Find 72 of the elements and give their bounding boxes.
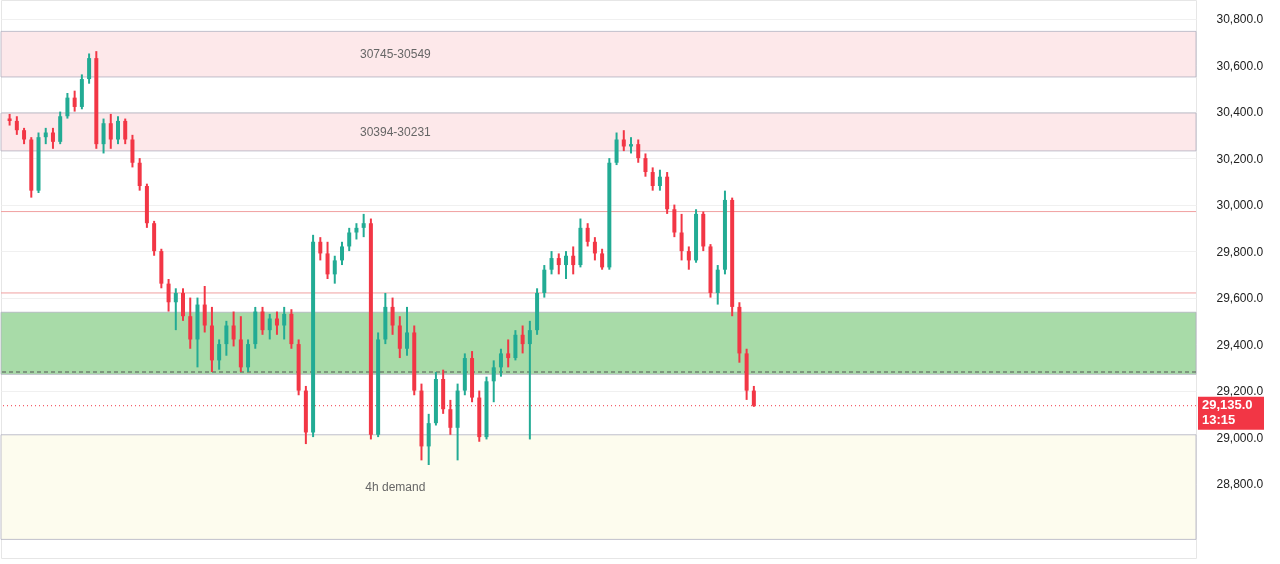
candlestick [513, 329, 518, 362]
candlestick [108, 112, 113, 150]
candlestick [650, 166, 655, 192]
band-label: 30394-30231 [359, 124, 432, 139]
candlestick [571, 245, 576, 276]
candlestick [339, 240, 344, 267]
candlestick [274, 310, 279, 336]
candlestick [527, 319, 532, 441]
candlestick [549, 250, 554, 276]
candlestick [397, 315, 402, 360]
candlestick [556, 252, 561, 276]
candlestick [657, 168, 662, 192]
candlestick [188, 296, 193, 350]
candlestick [506, 338, 511, 369]
candlestick [123, 117, 128, 146]
y-tick-label: 29,800.0 [1216, 244, 1264, 259]
candlestick [14, 115, 19, 136]
y-tick-label: 30,400.0 [1216, 105, 1264, 120]
candlestick [166, 278, 171, 313]
candlestick [65, 92, 70, 120]
candlestick [260, 305, 265, 336]
candlestick [217, 338, 222, 371]
candlestick [137, 157, 142, 192]
candlestick [282, 305, 287, 341]
candlestick [72, 89, 77, 113]
candlestick [679, 212, 684, 262]
y-tick-label: 30,600.0 [1216, 58, 1264, 73]
candlestick [361, 212, 366, 239]
y-tick-label: 30,800.0 [1216, 12, 1264, 27]
candlestick [636, 138, 641, 164]
candlestick [672, 203, 677, 239]
candlestick [542, 264, 547, 299]
candlestick [405, 305, 410, 357]
y-tick-label: 29,200.0 [1216, 384, 1264, 399]
candlestick [715, 264, 720, 306]
candlestick [491, 359, 496, 404]
candlestick [347, 226, 352, 253]
candlestick [592, 236, 597, 262]
ref-line-label: 29,135.0 13:15 [1202, 396, 1253, 427]
candlestick [173, 287, 178, 332]
y-tick-label: 30,200.0 [1216, 151, 1264, 166]
candlestick [520, 324, 525, 355]
candlestick [181, 287, 186, 322]
candlestick [614, 131, 619, 167]
candlestick [686, 245, 691, 271]
candlestick [600, 247, 605, 271]
candlestick [116, 115, 120, 146]
candlestick [267, 312, 272, 341]
y-tick-label: 29,000.0 [1216, 430, 1264, 445]
band-label: 4h demand [365, 480, 426, 495]
candlestick [643, 152, 648, 178]
y-tick-label: 30,000.0 [1216, 198, 1264, 213]
candlestick [585, 222, 590, 248]
candlestick [224, 319, 229, 357]
candlestick [130, 133, 135, 169]
y-tick-label: 29,600.0 [1216, 291, 1264, 306]
candlestick [231, 310, 236, 348]
candlestick [498, 347, 503, 378]
candlestick [202, 284, 207, 334]
y-tick-label: 28,800.0 [1216, 477, 1264, 492]
candlestick [50, 126, 55, 150]
candlestick [426, 412, 431, 466]
candlestick [246, 338, 251, 373]
candlestick [390, 296, 395, 336]
candlestick [101, 117, 106, 155]
band-label: 30745-30549 [359, 47, 432, 62]
candlestick [325, 240, 330, 280]
y-tick-label: 29,400.0 [1216, 337, 1264, 352]
candlestick [318, 236, 323, 262]
candlestick [87, 52, 92, 85]
candlestick [332, 254, 337, 285]
candlestick [563, 250, 568, 280]
